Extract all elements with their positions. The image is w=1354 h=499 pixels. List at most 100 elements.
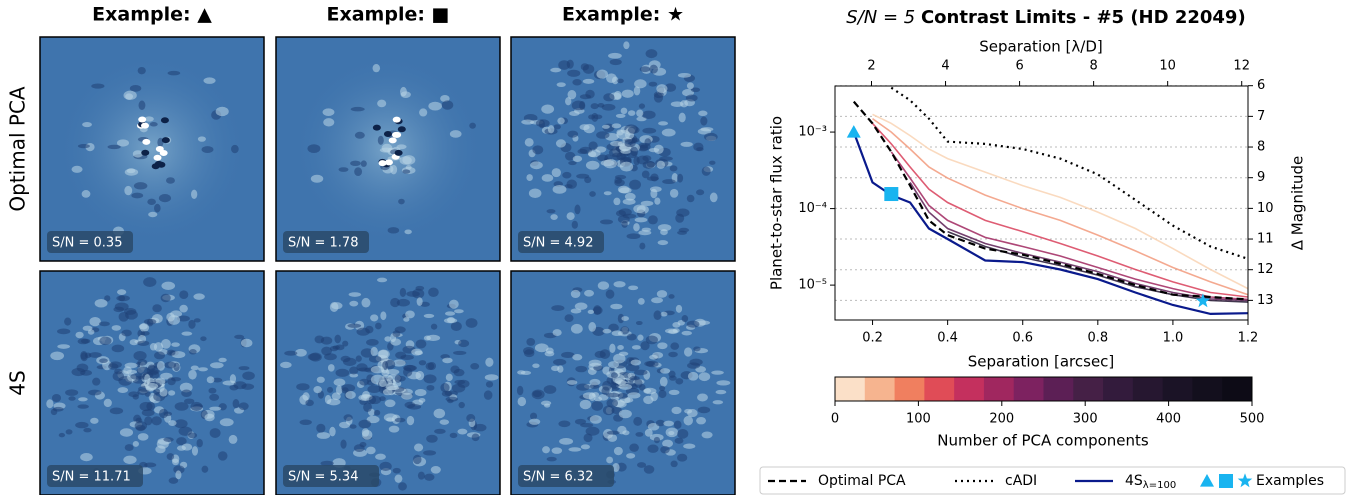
speckle <box>610 372 618 379</box>
speckle <box>567 90 577 100</box>
series-line <box>890 86 1248 260</box>
speckle <box>655 419 665 427</box>
speckle <box>614 179 625 187</box>
speckle <box>637 334 644 341</box>
speckle <box>617 313 625 324</box>
speckle <box>411 348 423 356</box>
speckle <box>313 386 322 394</box>
speckle <box>77 338 89 345</box>
speckle <box>660 368 671 374</box>
speckle <box>354 167 363 177</box>
speckle <box>117 387 129 393</box>
speckle <box>612 462 620 472</box>
column-title: Example: ■ <box>326 4 449 26</box>
y-tick-label: 10⁻³ <box>798 125 827 140</box>
speckle <box>698 372 711 382</box>
speckle <box>650 391 658 402</box>
speckle <box>675 213 685 223</box>
legend-label: cADI <box>1005 473 1037 489</box>
speckle <box>574 302 588 310</box>
speckle <box>133 182 148 190</box>
speckle <box>637 145 649 152</box>
speckle <box>659 376 668 387</box>
speckle <box>639 242 646 250</box>
speckle <box>677 72 692 78</box>
speckle <box>188 369 197 380</box>
colorbar-segment <box>1132 377 1164 401</box>
speckle <box>697 393 708 402</box>
speckle <box>656 290 668 298</box>
speckle <box>633 86 641 96</box>
core-speckle <box>153 154 162 161</box>
speckle <box>645 360 659 368</box>
speckle <box>582 78 595 84</box>
snr-label: S/N = 0.35 <box>52 236 122 251</box>
speckle <box>680 141 693 147</box>
speckle <box>168 477 179 484</box>
speckle <box>349 424 357 429</box>
speckle <box>453 368 465 377</box>
speckle <box>589 415 602 424</box>
speckle <box>541 174 554 182</box>
speckle <box>613 90 622 101</box>
speckle <box>402 169 411 174</box>
speckle <box>601 103 616 111</box>
speckle <box>75 421 89 429</box>
speckle <box>621 316 629 321</box>
speckle <box>633 204 646 214</box>
speckle <box>377 277 388 283</box>
colorbar-segment <box>924 377 955 401</box>
speckle <box>144 374 151 384</box>
speckle <box>543 385 557 394</box>
speckle <box>209 393 220 401</box>
speckle <box>570 289 581 299</box>
speckle <box>428 287 439 298</box>
speckle <box>131 192 144 199</box>
speckle <box>658 389 667 399</box>
speckle <box>316 432 331 439</box>
speckle <box>566 380 578 385</box>
speckle <box>387 227 400 234</box>
legend-subscript: λ=100 <box>1143 480 1176 491</box>
speckle <box>451 383 466 393</box>
speckle <box>68 396 76 401</box>
speckle <box>534 343 549 353</box>
speckle <box>588 114 596 120</box>
speckle <box>394 417 406 423</box>
x2-tick-label: 8 <box>1089 59 1097 74</box>
speckle <box>613 197 621 206</box>
legend-name: 4S <box>1125 473 1143 489</box>
colorbar-segment <box>1162 377 1193 401</box>
speckle <box>405 310 415 319</box>
speckle <box>471 433 480 442</box>
core-speckle <box>151 163 160 170</box>
speckle <box>99 358 108 364</box>
speckle <box>187 432 198 439</box>
speckle <box>145 382 159 390</box>
speckle <box>590 103 599 110</box>
speckle <box>153 388 161 395</box>
speckle <box>197 136 206 142</box>
speckle <box>404 229 412 235</box>
speckle <box>320 460 334 467</box>
speckle <box>137 433 149 441</box>
speckle <box>356 327 370 336</box>
speckle <box>668 294 675 299</box>
speckle <box>630 146 639 157</box>
y2-tick-label: 6 <box>1257 78 1265 93</box>
speckle <box>347 323 362 328</box>
speckle <box>419 108 428 117</box>
speckle <box>596 69 609 79</box>
speckle <box>526 338 536 346</box>
speckle <box>551 447 563 454</box>
speckle <box>233 381 247 390</box>
speckle <box>441 100 454 110</box>
speckle <box>366 338 379 346</box>
speckle <box>50 351 65 361</box>
speckle <box>582 64 595 74</box>
y2-axis-label: Δ Magnitude <box>1289 156 1307 251</box>
legend-marker <box>1200 474 1214 487</box>
speckle <box>583 433 593 443</box>
speckle <box>402 155 416 165</box>
pca-curve <box>890 151 1248 301</box>
